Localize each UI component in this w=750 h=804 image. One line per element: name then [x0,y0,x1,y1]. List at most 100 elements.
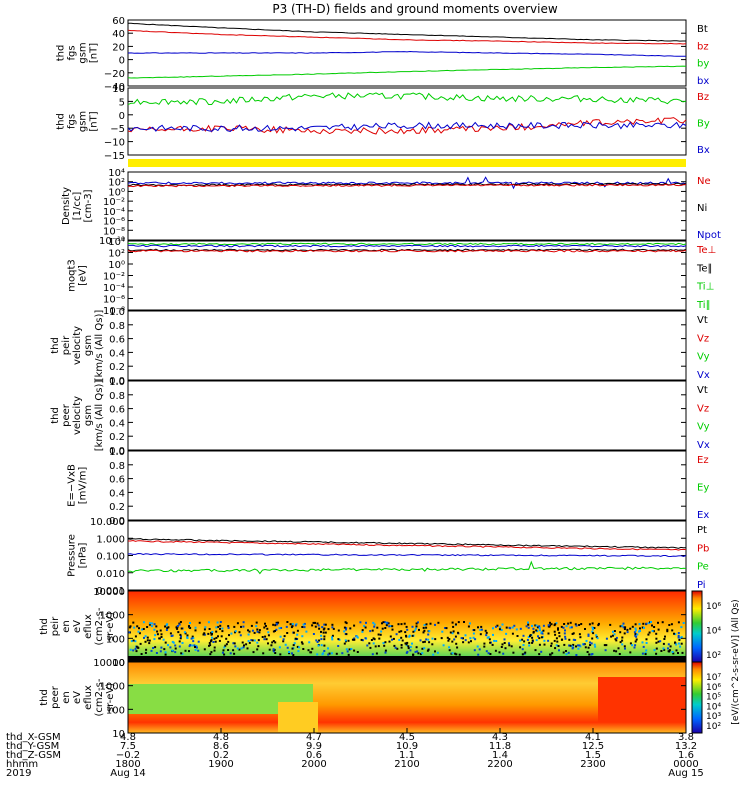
spectrogram-pixel [164,653,167,656]
spectrogram-pixel [485,634,488,637]
spectrogram-pixel [188,625,190,628]
spectrogram-pixel [515,628,518,631]
spectrogram-pixel [519,627,522,630]
spectrogram-pixel [261,636,264,638]
spectrogram-pixel [291,652,293,655]
spectrogram-pixel [641,652,644,655]
spectrogram-pixel [513,624,516,627]
spectrogram-pixel [428,641,431,644]
spectrogram-pixel [139,642,142,645]
spectrogram-pixel [128,631,131,634]
spectrogram-pixel [232,649,235,652]
spectrogram-pixel [679,645,682,648]
spectrogram-pixel [543,639,546,642]
spectrogram-pixel [169,646,172,649]
spectrogram-pixel [463,621,465,623]
spectrogram-pixel [142,628,145,630]
spectrogram-pixel [344,639,347,642]
spectrogram-pixel [384,651,387,654]
spectrogram-pixel [363,625,366,627]
spectrogram-pixel [283,635,286,638]
spectrogram-pixel [247,629,249,632]
spectrogram-pixel [645,638,648,641]
spectrogram-pixel [347,639,350,642]
spectrogram-pixel [528,644,531,647]
spectrogram-pixel [132,639,135,642]
footer-cell: 12.5 [582,741,604,752]
y-tick-label: −40 [104,82,125,93]
spectrogram-pixel [404,642,407,645]
spectrogram-pixel [626,631,629,634]
spectrogram-pixel [391,638,393,641]
spectrogram-pixel [192,640,195,643]
spectrogram-pixel [350,648,353,650]
spectrogram-pixel [209,644,212,647]
spectrogram-pixel [288,651,290,653]
spectrogram-pixel [591,630,594,633]
spectrogram-pixel [190,637,193,640]
legend-entry: Te⊥ [696,245,716,256]
spectrogram-pixel [462,637,464,640]
spectrogram-pixel [166,623,169,626]
legend-entry: Bx [697,145,710,156]
spectrogram-pixel [344,621,347,624]
spectrogram-pixel [594,645,597,648]
series-line-Bt [127,22,686,42]
spectrogram-pixel [384,627,387,629]
spectrogram-pixel [262,652,265,655]
spectrogram-pixel [648,631,651,634]
y-tick-label: 10⁰ [108,260,125,271]
spectrogram-pixel [554,623,557,626]
spectrogram-pixel [557,627,559,630]
y-tick-label: 60 [112,16,125,27]
spectrogram-pixel [500,629,503,631]
spectrogram-pixel [532,627,535,630]
spectrogram-pixel [188,645,191,648]
spectrogram-pixel [257,645,260,648]
spectrogram-pixel [587,646,590,649]
spectrogram-pixel [558,649,560,652]
spectrogram-pixel [614,638,617,641]
spectrogram-pixel [209,640,212,643]
spectrogram-pixel [613,630,616,632]
spectrogram-pixel [247,640,250,642]
spectrogram-pixel [274,652,277,654]
spectrogram-pixel [311,624,314,627]
spectrogram-pixel [415,625,418,628]
spectrogram-pixel [400,644,403,646]
spectrogram-pixel [322,631,325,634]
spectrogram-pixel [448,646,451,649]
spectrogram-pixel [223,646,226,649]
spectrogram-pixel [672,652,675,655]
spectrogram-pixel [668,624,671,626]
spectrogram-pixel [462,641,465,644]
spectrogram-pixel [365,621,367,624]
spectrogram-pixel [631,644,634,647]
footer-cell: Aug 15 [668,768,703,779]
spectrogram-pixel [584,646,587,649]
spectrogram-pixel [547,632,550,635]
spectrogram-pixel [174,651,177,654]
spectrogram-pixel [289,623,292,626]
spectrogram-pixel [563,623,566,625]
spectrogram-pixel [181,642,184,644]
spectrogram-pixel [423,624,426,627]
spectrogram-pixel [301,626,304,628]
spectrogram-pixel [538,627,541,629]
spectrogram-pixel [174,644,177,647]
spectrogram-pixel [140,653,143,655]
spectrogram-pixel [273,648,276,651]
spectrogram-pixel [572,638,575,641]
spectrogram-pixel [651,624,653,627]
spectrogram-pixel [667,647,669,650]
spectrogram-pixel [234,630,237,633]
spectrogram-pixel [314,625,317,628]
y-tick-label: 10 [112,84,125,95]
spectrogram-pixel [629,642,632,645]
spectrogram-pixel [494,649,497,652]
spectrogram-pixel [569,644,572,647]
spectrogram-pixel [568,644,571,647]
spectrogram-pixel [455,642,458,645]
spectrogram-pixel [292,654,295,656]
